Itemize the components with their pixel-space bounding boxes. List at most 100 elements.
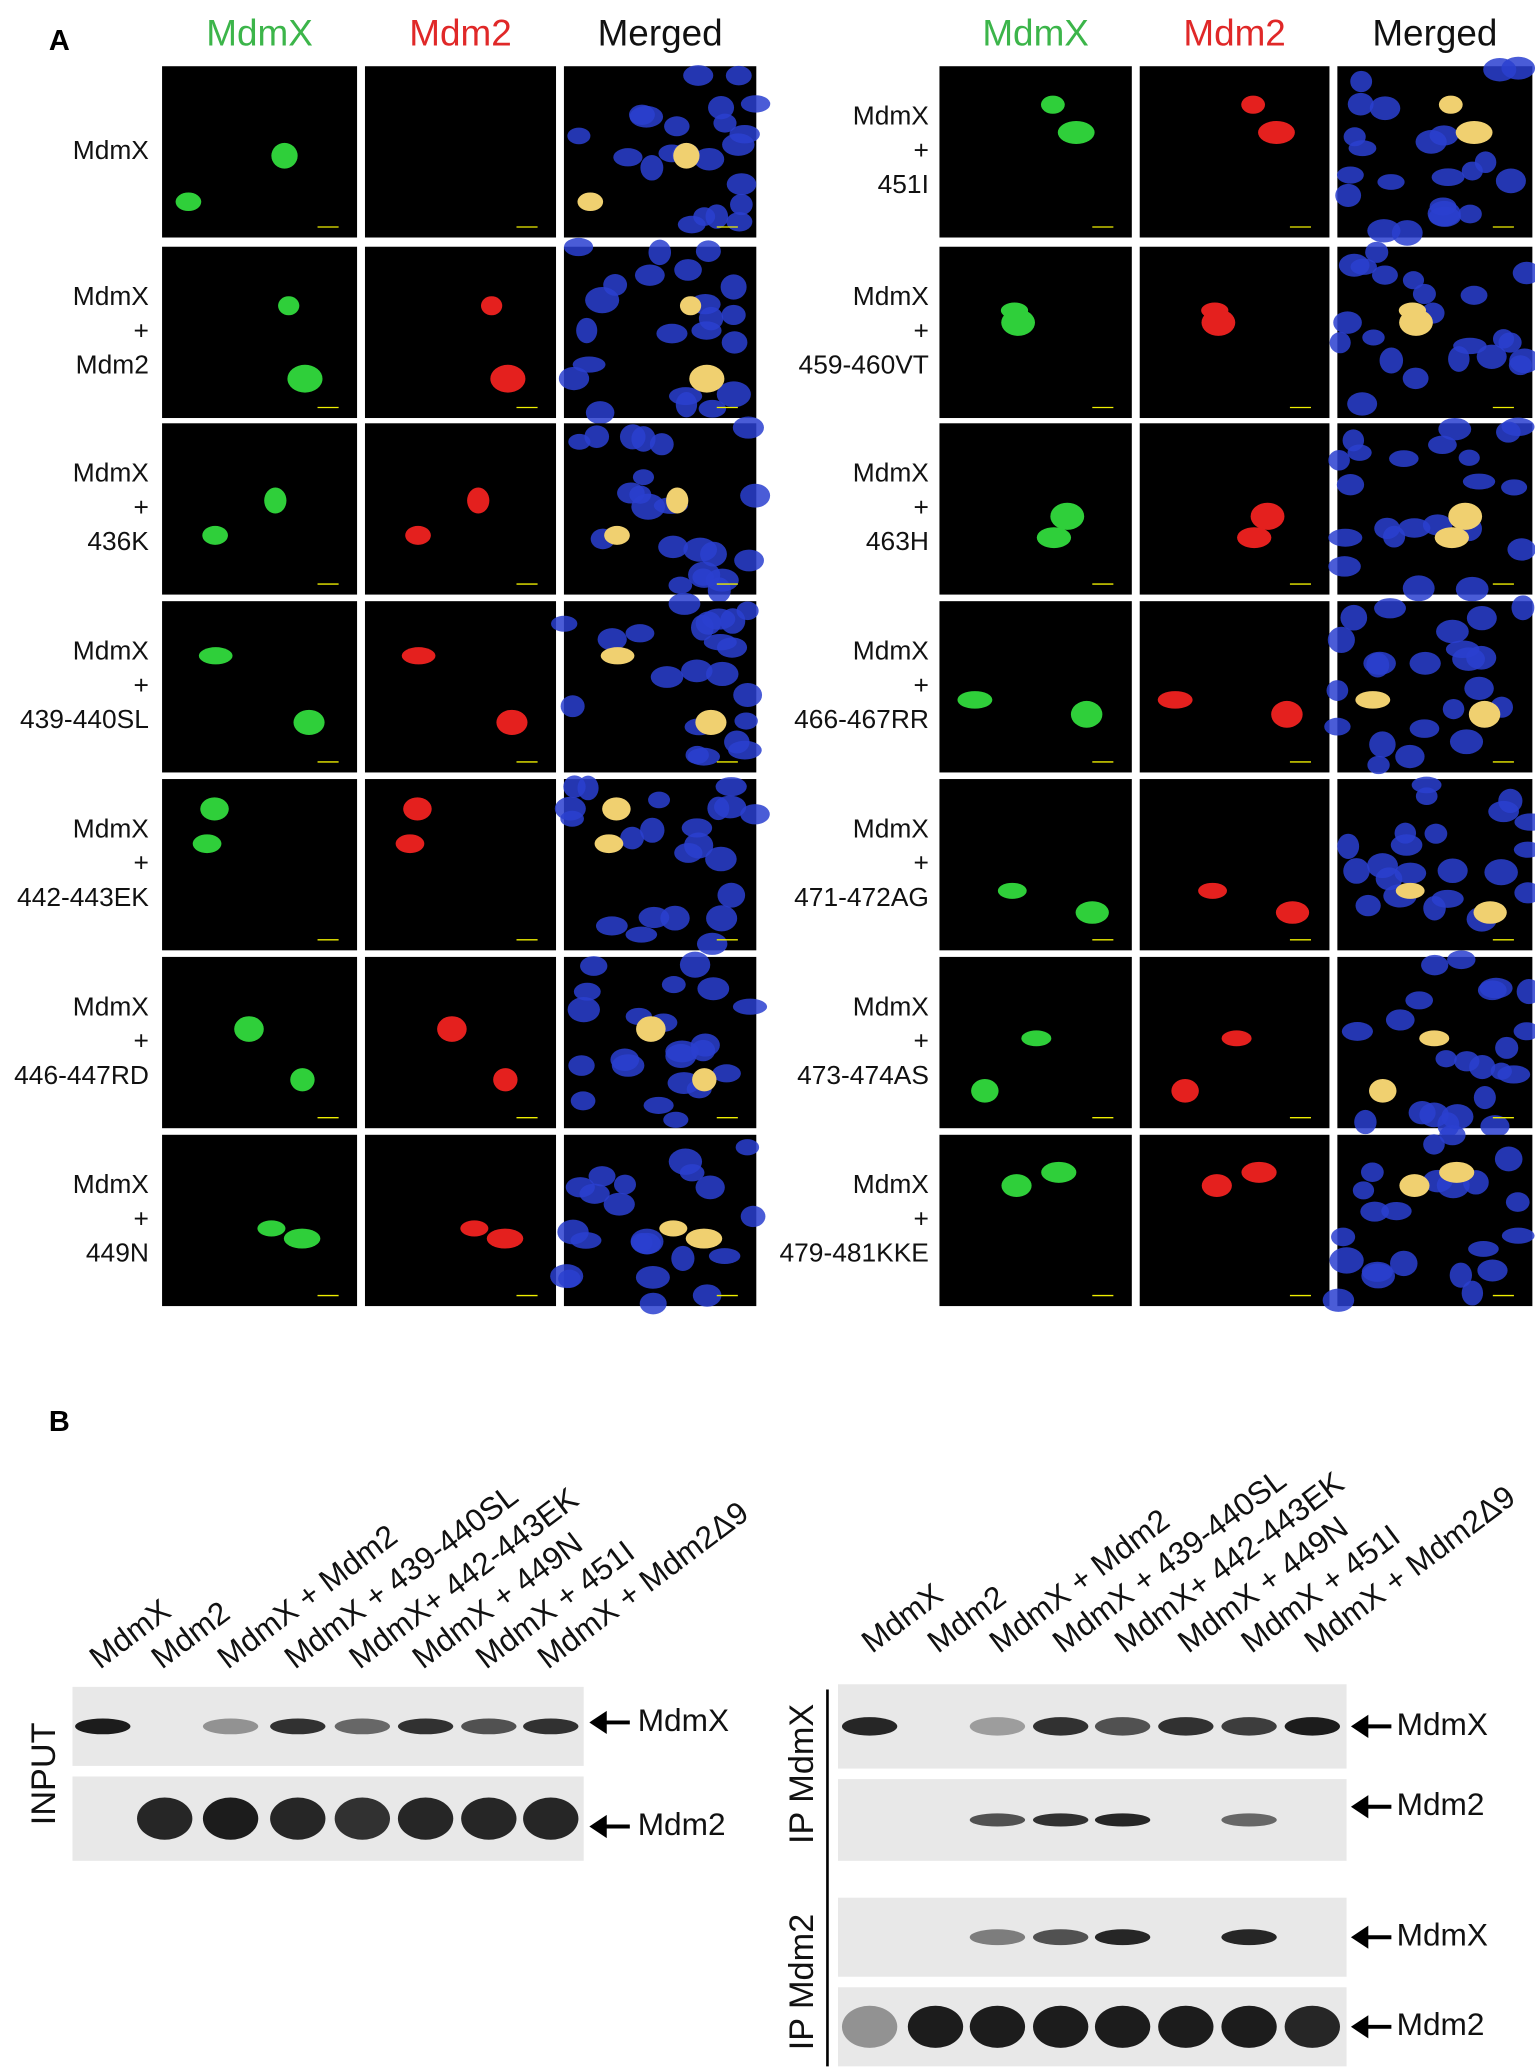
nucleus bbox=[1409, 719, 1440, 738]
nucleus bbox=[1452, 647, 1485, 671]
band-label: Mdm2 bbox=[1397, 2006, 1485, 2042]
nucleus bbox=[560, 810, 584, 827]
arrow bbox=[1350, 1714, 1392, 1738]
nucleus bbox=[1423, 1134, 1445, 1155]
nucleus bbox=[1431, 168, 1465, 187]
nucleus bbox=[729, 124, 760, 144]
row-label: MdmX bbox=[853, 1169, 930, 1199]
band bbox=[1284, 1717, 1340, 1736]
nucleus bbox=[1460, 285, 1488, 305]
nucleus bbox=[1390, 834, 1423, 856]
row-label: MdmX bbox=[73, 1169, 150, 1199]
micrograph bbox=[939, 66, 1132, 238]
micrograph-background bbox=[939, 66, 1132, 238]
cell bbox=[1041, 1161, 1077, 1183]
nucleus bbox=[1442, 698, 1465, 720]
nucleus bbox=[720, 274, 747, 300]
nucleus bbox=[1352, 1181, 1375, 1200]
cell bbox=[271, 142, 298, 169]
band bbox=[969, 1813, 1026, 1827]
micrograph bbox=[1139, 956, 1330, 1129]
micrograph bbox=[364, 956, 557, 1129]
nucleus bbox=[567, 996, 600, 1023]
nucleus bbox=[726, 212, 753, 232]
micrograph-background bbox=[364, 779, 557, 951]
micrograph bbox=[1139, 601, 1330, 773]
nucleus bbox=[1338, 253, 1370, 277]
cell bbox=[1201, 309, 1236, 336]
nucleus bbox=[584, 425, 610, 448]
nucleus bbox=[692, 1284, 722, 1307]
nucleus bbox=[677, 215, 706, 234]
nucleus bbox=[728, 740, 762, 760]
band bbox=[969, 1929, 1026, 1946]
micrograph bbox=[364, 246, 557, 419]
nucleus bbox=[1437, 858, 1468, 884]
cell bbox=[1201, 1174, 1232, 1198]
nucleus bbox=[734, 549, 764, 572]
micrograph-background bbox=[364, 956, 557, 1129]
row-label: MdmX bbox=[73, 458, 150, 488]
micrograph-background bbox=[1337, 601, 1533, 773]
nucleus bbox=[1505, 1192, 1530, 1212]
band bbox=[1094, 1929, 1151, 1946]
row-label: MdmX bbox=[853, 101, 930, 131]
micrograph-background bbox=[162, 246, 358, 419]
micrograph bbox=[563, 951, 768, 1129]
micrograph-background bbox=[162, 779, 358, 951]
nucleus bbox=[1436, 619, 1469, 644]
nucleus bbox=[1453, 337, 1487, 355]
nucleus bbox=[721, 331, 748, 354]
nucleus bbox=[1447, 950, 1476, 970]
nucleus bbox=[650, 666, 684, 688]
nucleus bbox=[1484, 859, 1518, 886]
band-label: Mdm2 bbox=[1397, 1786, 1485, 1822]
nucleus bbox=[1343, 858, 1370, 884]
row-label: 471-472AG bbox=[794, 882, 929, 912]
nucleus bbox=[1336, 474, 1365, 496]
nucleus bbox=[625, 624, 655, 643]
nucleus bbox=[695, 1175, 725, 1200]
nucleus bbox=[639, 1292, 667, 1315]
micrograph-background bbox=[1139, 66, 1330, 238]
nucleus bbox=[558, 366, 590, 391]
blot bbox=[72, 1686, 584, 1766]
nucleus bbox=[640, 817, 665, 843]
cell bbox=[1198, 882, 1227, 899]
nucleus bbox=[1473, 1086, 1496, 1110]
nucleus bbox=[1329, 332, 1351, 354]
nucleus bbox=[1458, 449, 1480, 466]
band bbox=[1158, 1717, 1214, 1736]
row-label: Mdm2 bbox=[76, 350, 149, 380]
band bbox=[523, 1797, 579, 1840]
cell bbox=[490, 364, 526, 393]
micrograph bbox=[1139, 423, 1330, 595]
cell bbox=[257, 1220, 286, 1237]
micrograph-background bbox=[162, 66, 358, 238]
band bbox=[137, 1797, 193, 1840]
nucleus bbox=[1405, 991, 1434, 1010]
micrograph bbox=[939, 246, 1132, 419]
micrograph bbox=[364, 1134, 557, 1307]
row-label: + bbox=[914, 135, 929, 165]
nucleus bbox=[725, 65, 752, 86]
nucleus bbox=[1361, 1261, 1393, 1282]
nucleus bbox=[1322, 1288, 1355, 1312]
nucleus bbox=[656, 323, 688, 344]
nucleus bbox=[1347, 392, 1378, 416]
cell bbox=[1050, 502, 1085, 530]
nucleus bbox=[635, 1266, 670, 1289]
cell bbox=[1171, 1079, 1199, 1103]
cell bbox=[1439, 1161, 1475, 1183]
band bbox=[270, 1797, 326, 1840]
nucleus bbox=[1454, 1051, 1480, 1072]
cell bbox=[496, 709, 528, 736]
nucleus bbox=[640, 155, 664, 181]
blot bbox=[72, 1776, 584, 1861]
nucleus bbox=[1514, 813, 1535, 831]
row-label: MdmX bbox=[73, 991, 150, 1021]
nucleus bbox=[570, 1232, 602, 1249]
band-label: MdmX bbox=[1397, 1917, 1488, 1953]
nucleus bbox=[1391, 220, 1423, 246]
nucleus bbox=[736, 601, 759, 621]
